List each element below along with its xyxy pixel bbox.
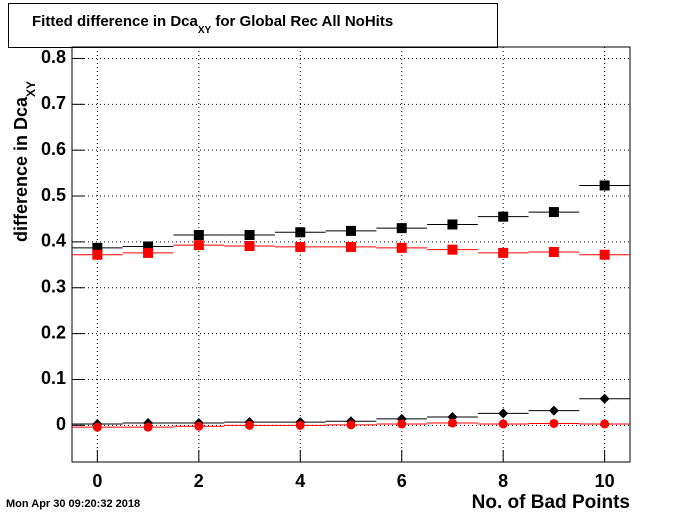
marker xyxy=(599,393,610,404)
y-tick-label: 0.3 xyxy=(41,276,66,296)
y-tick-label: 0.2 xyxy=(41,322,66,342)
marker xyxy=(498,211,509,222)
x-tick-label: 6 xyxy=(397,471,407,491)
marker xyxy=(193,230,204,241)
marker xyxy=(92,422,102,432)
marker xyxy=(143,247,154,258)
marker xyxy=(244,230,255,241)
marker xyxy=(92,242,103,253)
title-box xyxy=(8,3,498,48)
y-tick-label: 0.1 xyxy=(41,368,66,388)
marker xyxy=(396,223,407,234)
chart-title: Fitted difference in DcaXY for Global Re… xyxy=(32,13,393,36)
x-tick-label: 2 xyxy=(194,471,204,491)
marker xyxy=(548,246,559,257)
marker xyxy=(295,241,306,252)
marker xyxy=(549,418,559,428)
x-tick-label: 0 xyxy=(92,471,102,491)
marker xyxy=(447,418,457,428)
marker xyxy=(194,421,204,431)
marker xyxy=(447,219,458,230)
marker xyxy=(498,419,508,429)
y-axis-label: difference in DcaXY xyxy=(11,81,38,242)
marker xyxy=(346,225,356,236)
marker xyxy=(193,240,204,251)
y-tick-label: 0.7 xyxy=(41,93,66,113)
x-tick-label: 8 xyxy=(498,471,508,491)
y-tick-label: 0.5 xyxy=(41,185,66,205)
y-tick-label: 0 xyxy=(56,414,66,434)
y-tick-label: 0.8 xyxy=(41,47,66,67)
y-tick-label: 0.6 xyxy=(41,139,66,159)
marker xyxy=(92,249,103,260)
marker xyxy=(245,420,255,430)
y-tick-label: 0.4 xyxy=(41,231,66,251)
marker xyxy=(295,227,306,238)
marker xyxy=(498,247,509,258)
x-tick-label: 4 xyxy=(295,471,305,491)
marker xyxy=(396,242,407,253)
marker xyxy=(599,249,610,260)
marker xyxy=(143,241,154,252)
timestamp: Mon Apr 30 09:20:32 2018 xyxy=(6,498,140,510)
marker xyxy=(599,180,610,191)
marker xyxy=(397,419,407,429)
marker xyxy=(498,408,509,419)
marker xyxy=(143,422,153,432)
marker xyxy=(447,244,458,255)
marker xyxy=(548,405,559,416)
x-axis-label: No. of Bad Points xyxy=(472,492,630,513)
marker xyxy=(244,241,255,252)
marker xyxy=(600,419,610,429)
x-tick-label: 10 xyxy=(595,471,615,491)
marker xyxy=(295,420,305,430)
marker xyxy=(346,420,356,430)
marker xyxy=(346,241,356,252)
marker xyxy=(548,207,559,218)
